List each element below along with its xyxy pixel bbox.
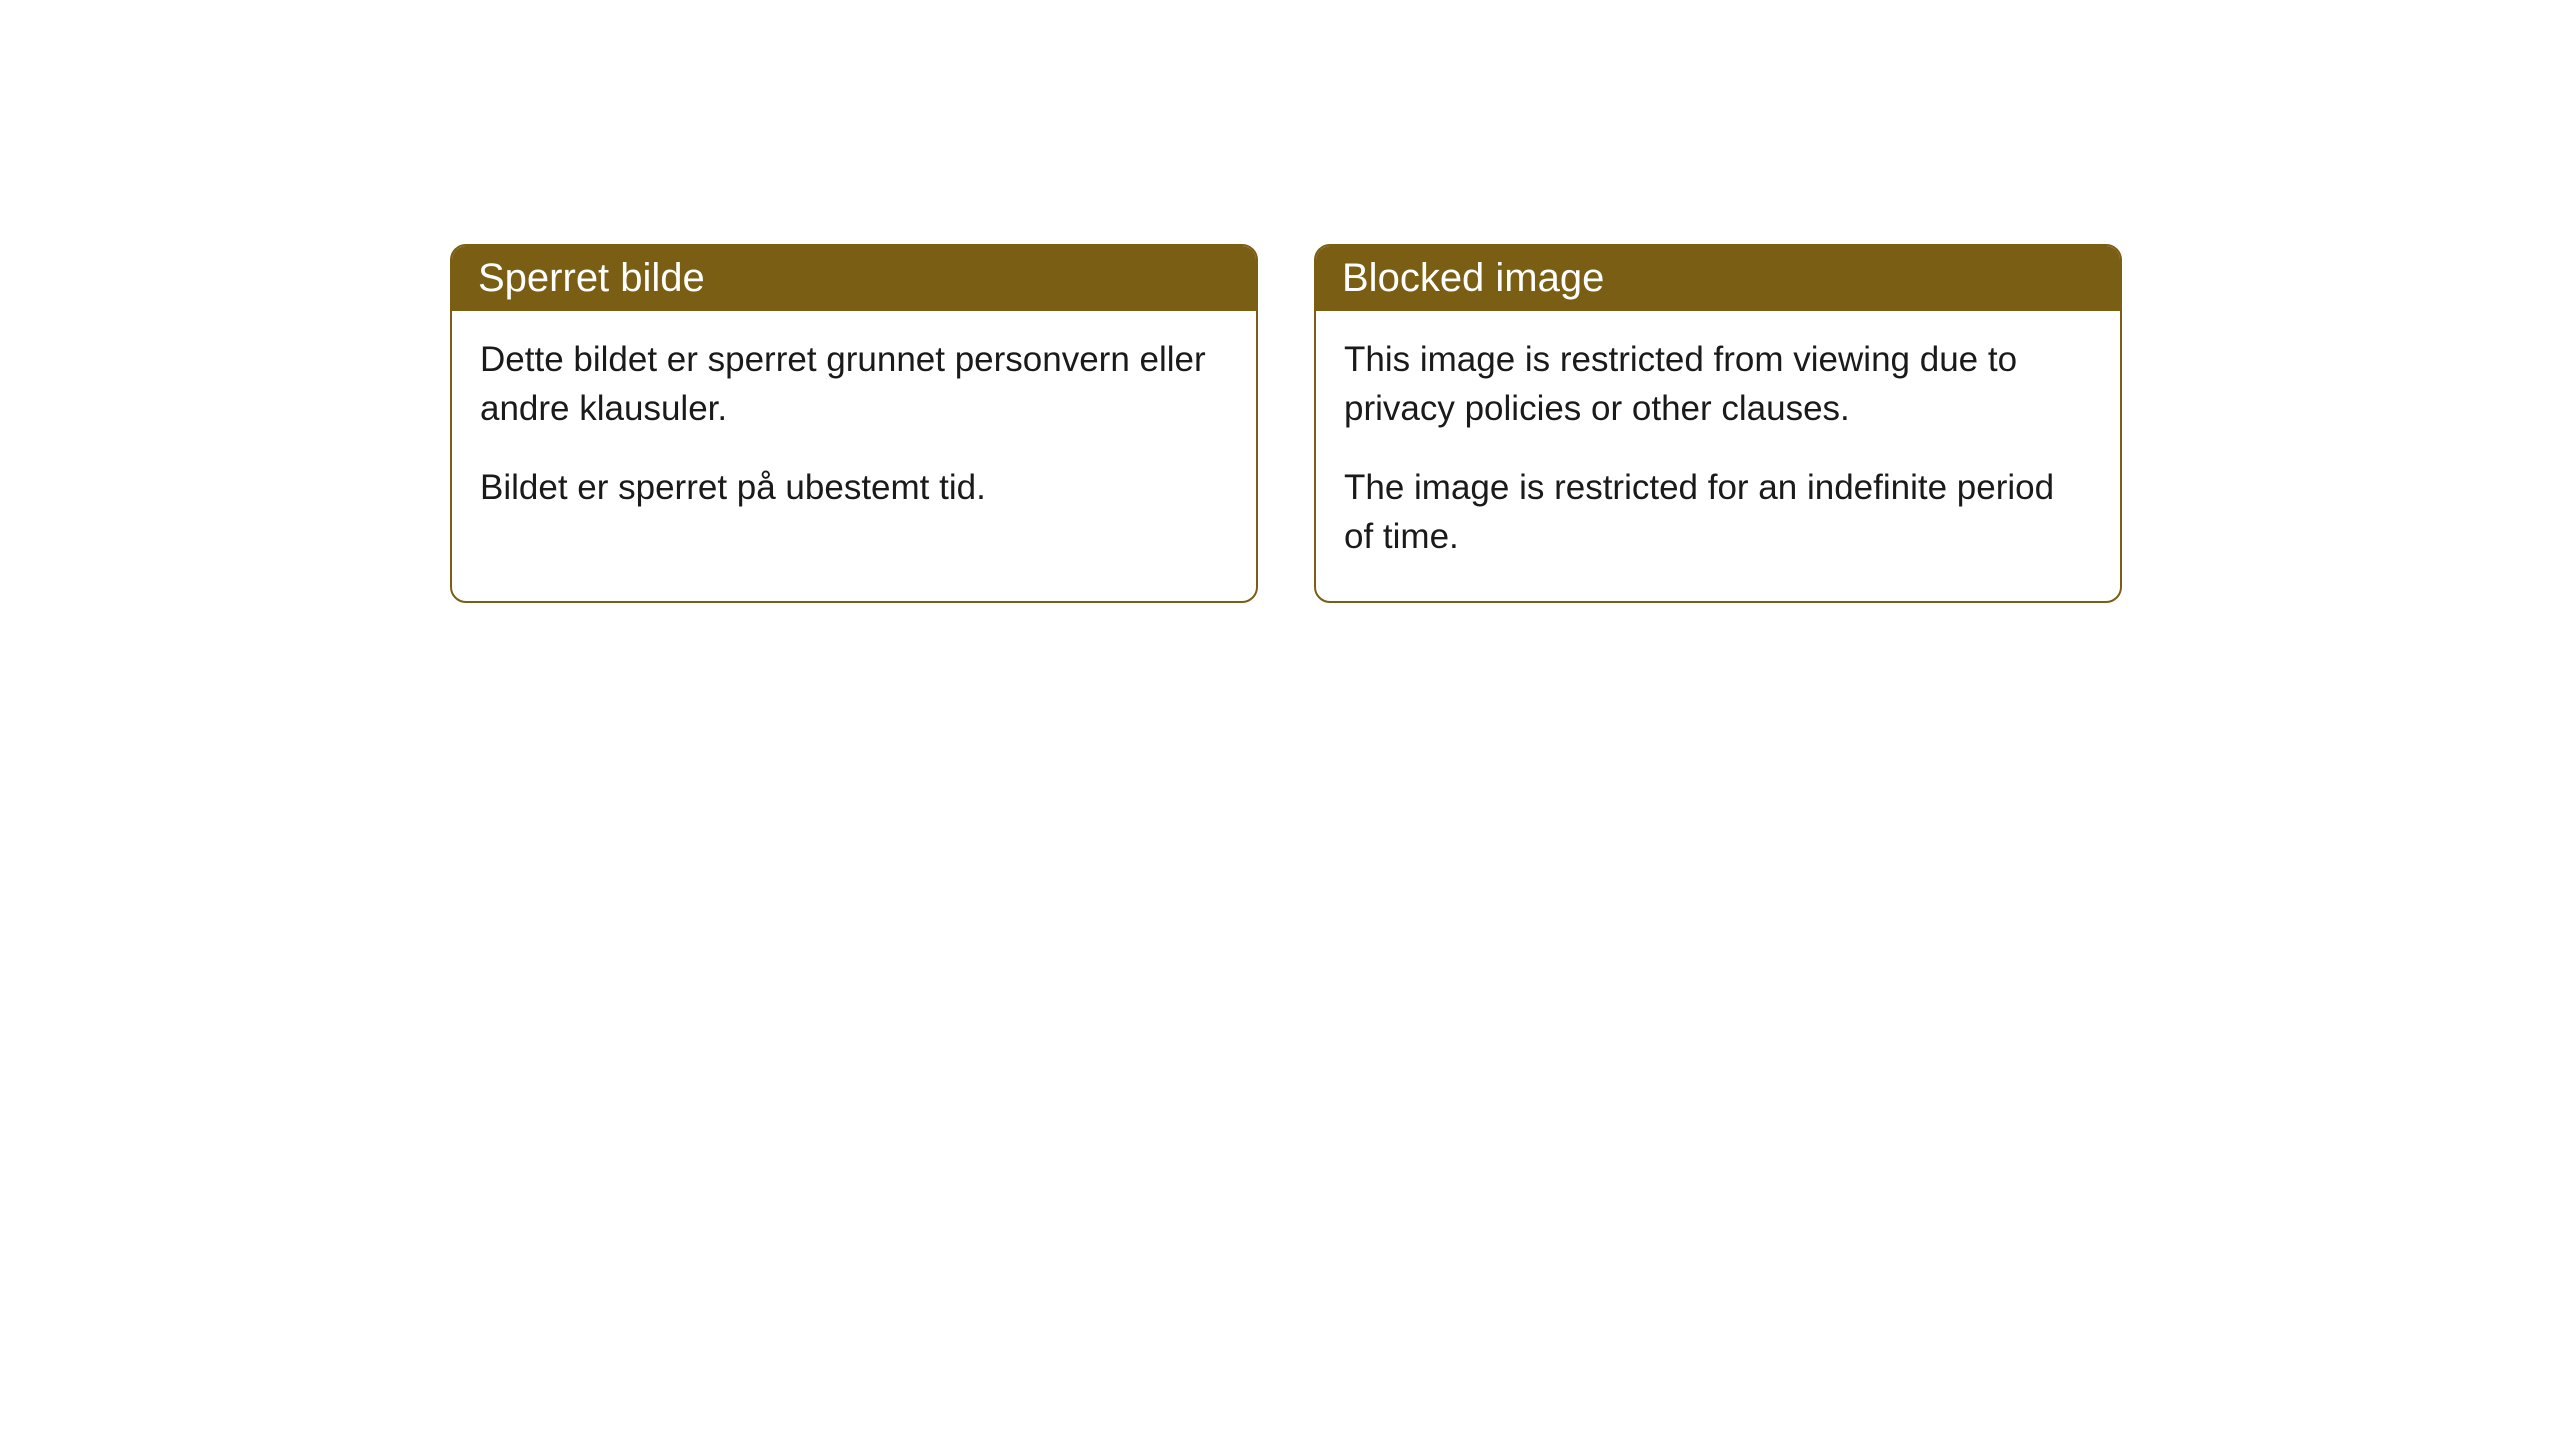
- notice-title: Sperret bilde: [478, 256, 705, 300]
- notice-title: Blocked image: [1342, 256, 1604, 300]
- notice-card-norwegian: Sperret bilde Dette bildet er sperret gr…: [450, 244, 1258, 603]
- notice-container: Sperret bilde Dette bildet er sperret gr…: [0, 0, 2560, 603]
- notice-header: Sperret bilde: [452, 246, 1256, 311]
- notice-paragraph: Bildet er sperret på ubestemt tid.: [480, 463, 1228, 512]
- notice-paragraph: The image is restricted for an indefinit…: [1344, 463, 2092, 561]
- notice-body: Dette bildet er sperret grunnet personve…: [452, 311, 1256, 552]
- notice-paragraph: Dette bildet er sperret grunnet personve…: [480, 335, 1228, 433]
- notice-paragraph: This image is restricted from viewing du…: [1344, 335, 2092, 433]
- notice-header: Blocked image: [1316, 246, 2120, 311]
- notice-body: This image is restricted from viewing du…: [1316, 311, 2120, 601]
- notice-card-english: Blocked image This image is restricted f…: [1314, 244, 2122, 603]
